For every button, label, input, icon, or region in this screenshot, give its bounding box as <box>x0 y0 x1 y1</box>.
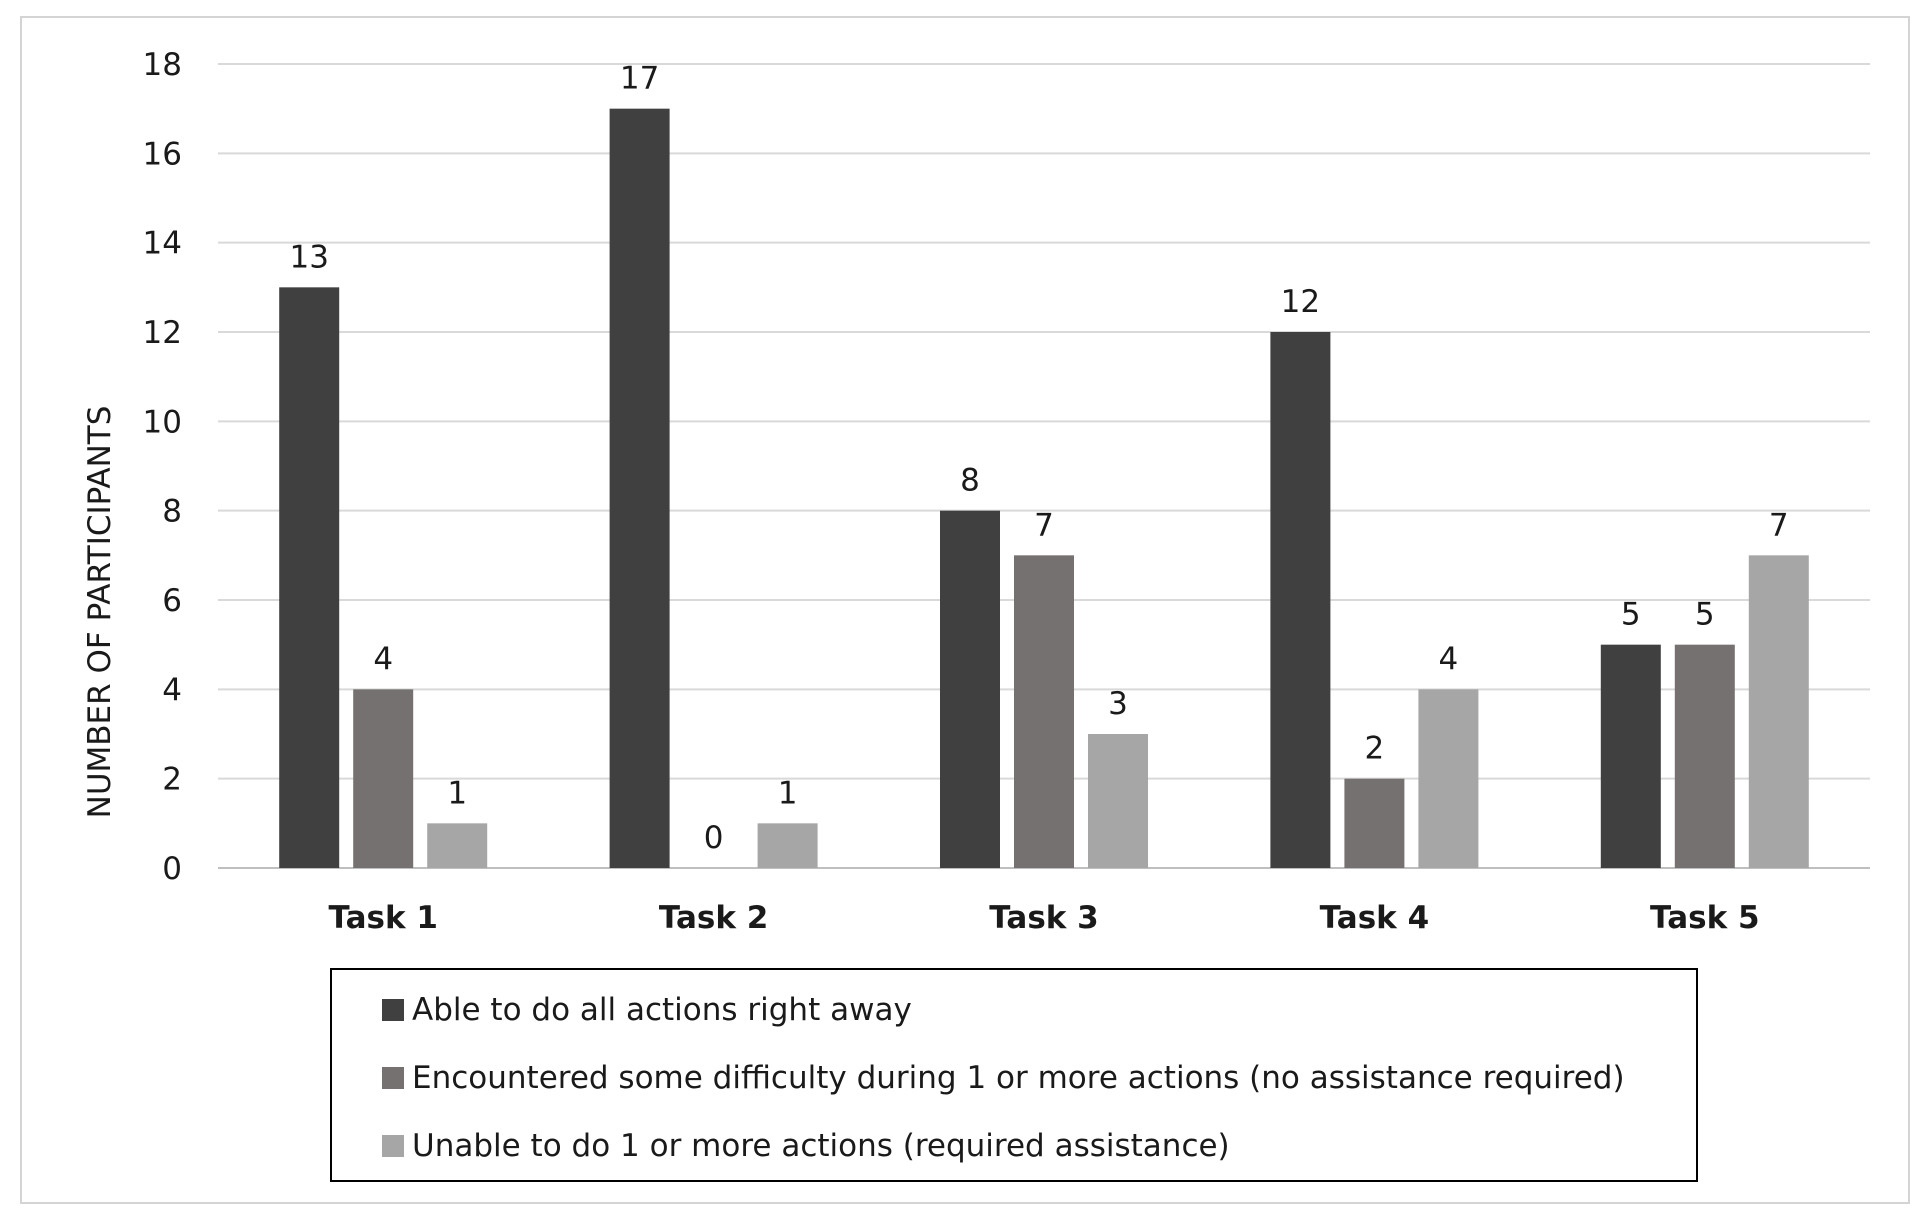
legend-label: Able to do all actions right away <box>412 992 912 1028</box>
data-label: 2 <box>1365 731 1385 767</box>
gridlines <box>218 63 1870 869</box>
x-tick-label: Task 1 <box>328 900 438 936</box>
bar <box>1014 555 1074 868</box>
data-label: 0 <box>704 820 724 856</box>
y-tick-label: 2 <box>162 762 182 798</box>
y-tick-label: 0 <box>162 851 182 887</box>
x-tick-label: Task 4 <box>1320 900 1430 936</box>
legend-item: Encountered some difficulty during 1 or … <box>382 1058 1625 1098</box>
bar <box>427 823 488 868</box>
x-tick-label: Task 2 <box>659 900 769 936</box>
bar <box>757 823 818 868</box>
bar <box>940 510 1000 868</box>
x-tick-label: Task 3 <box>989 900 1099 936</box>
bar <box>1344 778 1405 868</box>
data-label: 5 <box>1621 597 1641 633</box>
legend-item: Able to do all actions right away <box>382 990 912 1030</box>
bar <box>609 108 670 868</box>
data-label: 3 <box>1108 686 1128 722</box>
data-label: 17 <box>620 61 659 97</box>
data-label: 5 <box>1695 597 1715 633</box>
data-label: 12 <box>1281 284 1320 320</box>
bar <box>1418 689 1479 868</box>
bar <box>279 287 340 868</box>
legend-swatch <box>382 1135 404 1157</box>
legend-label: Encountered some difficulty during 1 or … <box>412 1060 1625 1096</box>
y-tick-label: 18 <box>143 47 182 83</box>
bar <box>353 689 414 868</box>
legend-label: Unable to do 1 or more actions (required… <box>412 1128 1230 1164</box>
data-label: 8 <box>960 463 980 499</box>
y-tick-label: 12 <box>143 315 182 351</box>
y-tick-label: 6 <box>162 583 182 619</box>
data-label: 7 <box>1034 507 1054 543</box>
x-axis-ticks: Task 1 Task 2 Task 3 Task 4 Task 5 <box>328 900 1759 936</box>
data-label: 1 <box>447 775 467 811</box>
data-label: 4 <box>373 641 393 677</box>
bar <box>1270 332 1331 868</box>
x-tick-label: Task 5 <box>1650 900 1760 936</box>
y-tick-label: 10 <box>143 404 182 440</box>
legend-item: Unable to do 1 or more actions (required… <box>382 1126 1230 1166</box>
y-tick-label: 8 <box>162 494 182 530</box>
data-labels: 13 4 1 17 0 1 8 7 3 12 2 4 5 5 7 <box>289 61 1788 856</box>
bar <box>1674 644 1735 868</box>
data-label: 1 <box>778 775 798 811</box>
y-tick-label: 4 <box>162 672 182 708</box>
bars <box>279 108 1809 868</box>
data-label: 4 <box>1439 641 1459 677</box>
y-tick-label: 16 <box>143 136 182 172</box>
data-label: 13 <box>289 239 328 275</box>
y-tick-label: 14 <box>143 226 182 262</box>
data-label: 7 <box>1769 507 1789 543</box>
legend-swatch <box>382 1067 404 1089</box>
bar <box>1088 734 1148 868</box>
y-axis-label: NUMBER OF PARTICIPANTS <box>82 406 118 819</box>
legend: Able to do all actions right away Encoun… <box>330 968 1698 1182</box>
bar <box>1600 644 1661 868</box>
legend-swatch <box>382 999 404 1021</box>
bar <box>1748 555 1809 868</box>
y-axis-ticks: 0 2 4 6 8 10 12 14 16 18 <box>143 47 182 887</box>
